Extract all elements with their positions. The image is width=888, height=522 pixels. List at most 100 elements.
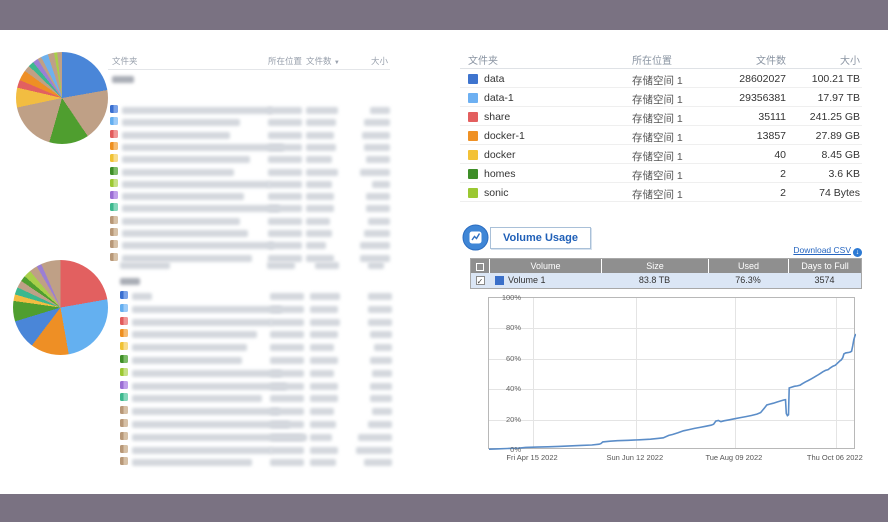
blurred-text-bar [270,446,304,454]
blurred-text-bar [366,193,390,201]
folder-icon [110,215,118,224]
select-all-checkbox[interactable] [476,262,484,271]
folder-row-data[interactable]: data 存储空间 1 28602027 100.21 TB [460,69,862,88]
blurred-folder-row[interactable] [108,117,390,129]
blurred-folder-row[interactable] [118,393,392,405]
shared-folder-table: 文件夹 所在位置 文件数 大小 data 存储空间 1 28602027 100.21… [460,48,862,220]
column-header-used[interactable]: Used [708,259,788,273]
column-header-folder[interactable]: 文件夹 [112,56,138,66]
blurred-header-bar [120,262,170,269]
folder-name: docker [484,149,516,161]
chart-plot-area[interactable] [488,297,856,450]
folder-location: 存储空间 1 [632,170,683,182]
blurred-folder-row[interactable] [108,191,390,203]
blurred-text-bar [366,156,390,164]
blurred-text-bar [356,446,392,454]
blurred-folder-row[interactable] [118,303,392,316]
folder-row-share[interactable]: share 存储空间 1 35111 241.25 GB [460,107,862,126]
blurred-folder-row[interactable] [118,367,392,380]
y-axis-tick-label: 40% [505,384,521,394]
blurred-text-bar [270,331,304,339]
folder-icon [110,178,118,187]
blurred-folder-row[interactable] [108,105,390,117]
blurred-text-bar [268,156,302,164]
top-table-rows [108,50,390,262]
y-axis-tick-label: 20% [505,414,521,424]
back-row[interactable] [118,276,390,288]
bottom-pie-chart[interactable] [13,260,108,355]
blurred-folder-row[interactable] [118,291,392,303]
blurred-folder-row[interactable] [108,154,390,166]
blurred-folder-row[interactable] [118,342,392,354]
blurred-text-bar [306,193,334,201]
blurred-folder-row[interactable] [108,215,390,228]
volume-usage-title-tab[interactable]: Volume Usage [490,227,591,249]
blurred-folder-row[interactable] [108,129,390,142]
folder-name: share [484,111,511,123]
column-header-size[interactable]: 大小 [370,56,388,66]
folder-icon [110,154,118,163]
blurred-text-bar [268,217,302,225]
blurred-text-bar [306,254,334,262]
top-pie-chart[interactable] [16,52,108,144]
blurred-text-bar [370,331,392,339]
select-all-cell[interactable] [471,259,489,273]
y-axis-tick-label: 80% [505,323,521,333]
blurred-folder-row[interactable] [118,431,392,444]
column-header-size[interactable]: 大小 [840,56,860,67]
volume-checkbox[interactable]: ✓ [475,276,485,287]
blurred-folder-row[interactable] [118,406,392,418]
back-row[interactable] [108,74,390,86]
blurred-folder-row[interactable] [118,444,392,457]
column-header-location[interactable]: 所在位置 [268,56,303,66]
download-csv-icon[interactable]: ↓ [853,248,862,257]
column-header-folder[interactable]: 文件夹 [468,56,498,67]
column-header-volume[interactable]: Volume [489,259,601,273]
blurred-folder-row[interactable] [108,252,390,265]
blurred-folder-row[interactable] [118,457,392,469]
y-axis-tick-label: 0% [510,445,521,454]
blurred-folder-row[interactable] [118,419,392,431]
column-header-size[interactable]: Size [601,259,708,273]
download-csv-link[interactable]: Download CSV [793,245,851,255]
blurred-folder-row[interactable] [118,329,392,341]
blurred-folder-row[interactable] [108,203,390,215]
blurred-folder-row[interactable] [108,240,390,252]
blurred-text-bar [306,107,338,114]
folder-row-sonic[interactable]: sonic 存储空间 1 2 74 Bytes [460,183,862,202]
blurred-folder-row[interactable] [118,316,392,329]
folder-row-data-1[interactable]: data-1 存储空间 1 29356381 17.97 TB [460,88,862,107]
blurred-text-bar [132,331,257,339]
sort-arrow-icon: ▼ [333,60,340,66]
gridline-horizontal [489,328,854,330]
blurred-text-bar [310,293,340,300]
blurred-text-bar [306,119,336,127]
folder-location: 存储空间 1 [632,132,683,144]
blurred-folder-row[interactable] [118,380,392,393]
column-header-files[interactable]: 文件数 ▼ [306,56,340,66]
blurred-text-bar [268,107,302,114]
blurred-text-bar [122,193,244,201]
folder-name: sonic [484,187,509,199]
folder-row-docker-1[interactable]: docker-1 存储空间 1 13857 27.89 GB [460,126,862,145]
blurred-folder-row[interactable] [108,166,390,179]
header-divider [108,69,390,70]
folder-icon [120,367,128,376]
folder-icon [110,240,118,249]
column-header-files[interactable]: 文件数 [756,56,786,67]
blurred-text-bar [132,293,152,300]
blurred-folder-row[interactable] [108,228,390,240]
blurred-folder-row[interactable] [108,141,390,154]
blurred-folder-row[interactable] [108,178,390,191]
blurred-text-bar [310,305,338,313]
column-header-days-to-full[interactable]: Days to Full [788,259,861,273]
blurred-header-bar [267,262,295,269]
column-header-location[interactable]: 所在位置 [632,56,672,67]
folder-icon [110,166,118,175]
blurred-text-bar [368,421,392,428]
folder-row-docker[interactable]: docker 存储空间 1 40 8.45 GB [460,145,862,164]
folder-row-homes[interactable]: homes 存储空间 1 2 3.6 KB [460,164,862,183]
blurred-folder-row[interactable] [118,355,392,367]
volume-row[interactable]: ✓ Volume 1 83.8 TB 76.3% 3574 [471,273,861,288]
folder-location: 存储空间 1 [632,113,683,125]
